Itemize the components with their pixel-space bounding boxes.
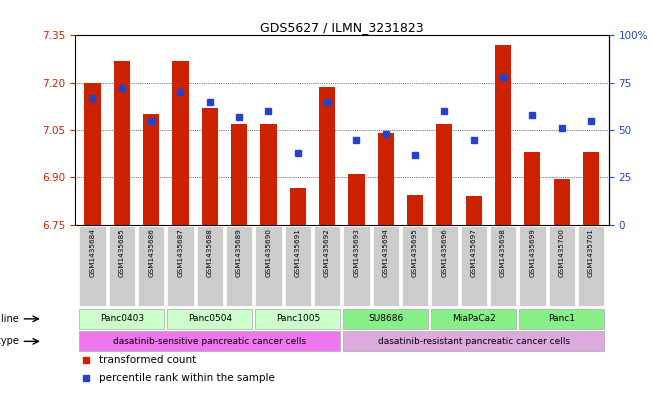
- Bar: [290, 189, 306, 225]
- Bar: [524, 152, 540, 225]
- FancyBboxPatch shape: [343, 309, 428, 329]
- Bar: [202, 108, 218, 225]
- Bar: [114, 61, 130, 225]
- Text: GSM1435695: GSM1435695: [412, 228, 418, 277]
- Text: SU8686: SU8686: [368, 314, 404, 323]
- Text: dasatinib-resistant pancreatic cancer cells: dasatinib-resistant pancreatic cancer ce…: [378, 337, 570, 346]
- FancyBboxPatch shape: [549, 226, 575, 306]
- Bar: [231, 124, 247, 225]
- Text: GSM1435697: GSM1435697: [471, 228, 477, 277]
- Text: GSM1435693: GSM1435693: [353, 228, 359, 277]
- FancyBboxPatch shape: [79, 226, 105, 306]
- FancyBboxPatch shape: [578, 226, 604, 306]
- Text: GSM1435685: GSM1435685: [118, 228, 125, 277]
- Text: percentile rank within the sample: percentile rank within the sample: [99, 373, 275, 383]
- FancyBboxPatch shape: [519, 226, 546, 306]
- Text: GSM1435699: GSM1435699: [529, 228, 535, 277]
- FancyBboxPatch shape: [343, 226, 370, 306]
- Text: Panc0504: Panc0504: [187, 314, 232, 323]
- Bar: [495, 45, 511, 225]
- Bar: [378, 133, 394, 225]
- Text: Panc0403: Panc0403: [100, 314, 144, 323]
- FancyBboxPatch shape: [255, 309, 340, 329]
- Bar: [407, 195, 423, 225]
- FancyBboxPatch shape: [431, 226, 458, 306]
- Text: dasatinib-sensitive pancreatic cancer cells: dasatinib-sensitive pancreatic cancer ce…: [113, 337, 307, 346]
- Text: Panc1: Panc1: [548, 314, 575, 323]
- FancyBboxPatch shape: [519, 309, 604, 329]
- Bar: [436, 124, 452, 225]
- Bar: [583, 152, 599, 225]
- Text: cell type: cell type: [0, 336, 19, 346]
- FancyBboxPatch shape: [197, 226, 223, 306]
- Text: GSM1435684: GSM1435684: [89, 228, 96, 277]
- Bar: [173, 61, 189, 225]
- Text: GSM1435686: GSM1435686: [148, 228, 154, 277]
- Text: GSM1435701: GSM1435701: [588, 228, 594, 277]
- FancyBboxPatch shape: [79, 331, 340, 351]
- Bar: [554, 179, 570, 225]
- FancyBboxPatch shape: [431, 309, 516, 329]
- FancyBboxPatch shape: [167, 226, 193, 306]
- FancyBboxPatch shape: [402, 226, 428, 306]
- Bar: [85, 83, 100, 225]
- Bar: [348, 174, 365, 225]
- FancyBboxPatch shape: [255, 226, 282, 306]
- Bar: [260, 124, 277, 225]
- Text: GSM1435688: GSM1435688: [207, 228, 213, 277]
- FancyBboxPatch shape: [372, 226, 399, 306]
- Text: GSM1435692: GSM1435692: [324, 228, 330, 277]
- Text: GSM1435687: GSM1435687: [178, 228, 184, 277]
- Title: GDS5627 / ILMN_3231823: GDS5627 / ILMN_3231823: [260, 21, 424, 34]
- FancyBboxPatch shape: [109, 226, 135, 306]
- FancyBboxPatch shape: [490, 226, 516, 306]
- Text: transformed count: transformed count: [99, 355, 196, 365]
- FancyBboxPatch shape: [79, 309, 164, 329]
- Text: GSM1435691: GSM1435691: [295, 228, 301, 277]
- Bar: [319, 88, 335, 225]
- Text: MiaPaCa2: MiaPaCa2: [452, 314, 495, 323]
- Text: Panc1005: Panc1005: [275, 314, 320, 323]
- Text: cell line: cell line: [0, 314, 19, 324]
- FancyBboxPatch shape: [314, 226, 340, 306]
- Bar: [465, 196, 482, 225]
- FancyBboxPatch shape: [460, 226, 487, 306]
- FancyBboxPatch shape: [167, 309, 253, 329]
- FancyBboxPatch shape: [284, 226, 311, 306]
- Text: GSM1435700: GSM1435700: [559, 228, 565, 277]
- Text: GSM1435698: GSM1435698: [500, 228, 506, 277]
- Text: GSM1435689: GSM1435689: [236, 228, 242, 277]
- FancyBboxPatch shape: [138, 226, 164, 306]
- Text: GSM1435690: GSM1435690: [266, 228, 271, 277]
- Text: GSM1435694: GSM1435694: [383, 228, 389, 277]
- Text: GSM1435696: GSM1435696: [441, 228, 447, 277]
- FancyBboxPatch shape: [226, 226, 253, 306]
- FancyBboxPatch shape: [343, 331, 604, 351]
- Bar: [143, 114, 159, 225]
